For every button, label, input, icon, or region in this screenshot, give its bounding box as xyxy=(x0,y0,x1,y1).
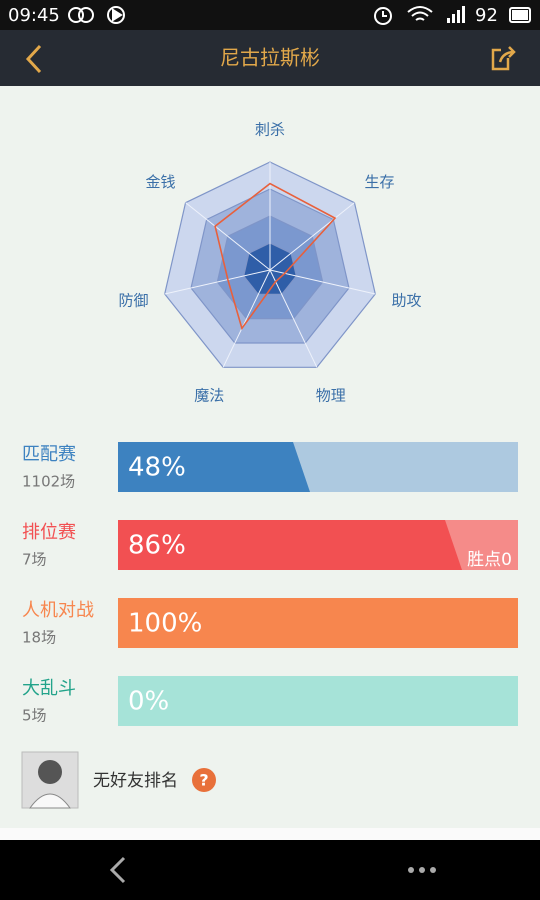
radar-spoke xyxy=(164,269,271,295)
nav-menu[interactable] xyxy=(408,867,436,873)
status-icons xyxy=(68,6,531,25)
signal-icon xyxy=(447,6,465,23)
bar-value-label: 100% xyxy=(128,609,202,639)
mode-name: 排位赛 xyxy=(22,522,76,543)
share-button[interactable] xyxy=(491,46,516,71)
radar-axis-label: 防御 xyxy=(119,292,149,310)
status-battery: 92 xyxy=(475,5,498,26)
bar-value-label: 0% xyxy=(128,687,169,717)
radar-spoke xyxy=(222,269,271,368)
header xyxy=(0,30,540,86)
nav-bar xyxy=(0,840,540,900)
mode-list: 匹配赛 1102场 48% 排位赛 7场 86% 胜点0 人机对战 18场 100% 大乱斗 5场 0% xyxy=(22,442,518,726)
friend-rank: 无好友排名 ? xyxy=(21,751,216,809)
mode-count: 5场 xyxy=(22,707,47,725)
avatar-figure xyxy=(29,793,71,809)
radar-axis-label: 刺杀 xyxy=(255,121,285,139)
mode-count: 7场 xyxy=(22,551,47,569)
bar-value-label: 48% xyxy=(128,453,186,483)
radar-axis-label: 助攻 xyxy=(391,292,421,310)
help-icon[interactable] xyxy=(192,768,216,792)
bar-value-label: 86% xyxy=(128,531,186,561)
radar-spoke xyxy=(269,202,355,271)
nav-back[interactable] xyxy=(109,856,126,884)
radar-axis-label: 魔法 xyxy=(194,387,224,405)
status-bar xyxy=(0,0,540,30)
divider xyxy=(0,828,540,840)
mode-name: 匹配赛 xyxy=(22,444,76,465)
status-time: 09:45 xyxy=(8,5,60,26)
radar-axis-label: 物理 xyxy=(316,387,346,405)
radar-spoke xyxy=(269,269,318,368)
friend-rank-text: 无好友排名 xyxy=(93,771,178,791)
header-title: 尼古拉斯彬 xyxy=(220,46,320,70)
radar-axis-label: 生存 xyxy=(364,173,394,191)
avatar-figure xyxy=(38,760,62,784)
help-icon-text: ? xyxy=(199,771,208,790)
mode-count: 18场 xyxy=(22,629,56,647)
bar-fill xyxy=(118,520,462,570)
mode-name: 大乱斗 xyxy=(22,678,76,699)
mode-name: 人机对战 xyxy=(22,600,94,621)
bar-track xyxy=(118,676,518,726)
radar-axis-label: 金钱 xyxy=(146,173,176,191)
back-button[interactable] xyxy=(25,44,42,74)
radar-spoke xyxy=(185,202,271,271)
mode-count: 1102场 xyxy=(22,473,75,491)
radar-series xyxy=(214,182,337,331)
bar-fill xyxy=(118,598,518,648)
bar-fill xyxy=(118,442,310,492)
radar-spoke xyxy=(269,269,376,295)
bar-extra-label: 胜点0 xyxy=(467,550,512,570)
